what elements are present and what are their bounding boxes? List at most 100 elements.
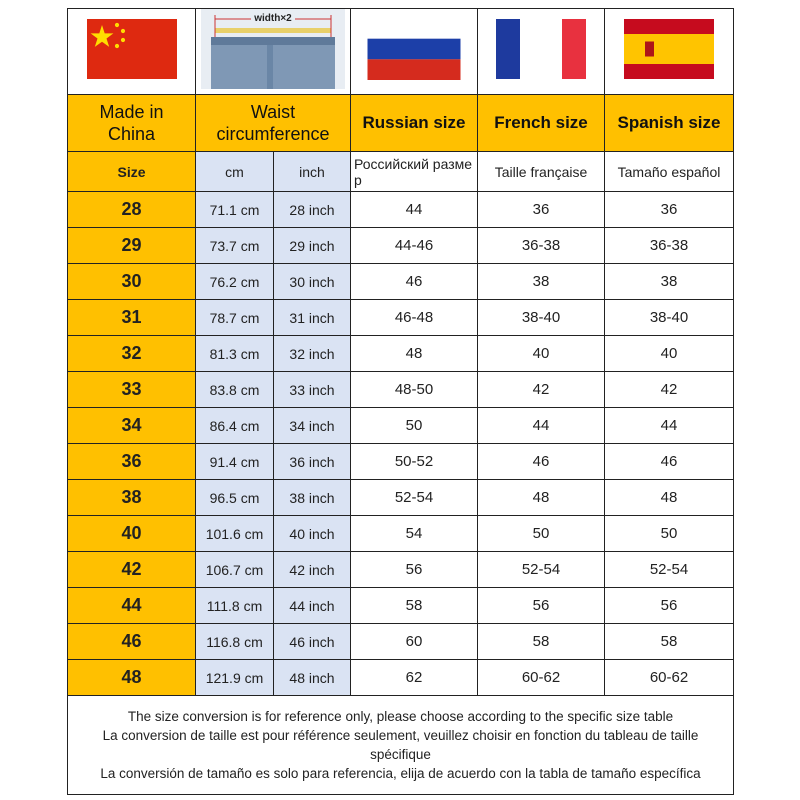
inch-cell: 42 inch [273, 551, 351, 588]
size-cell: 32 [67, 335, 196, 372]
russian-cell: 50-52 [350, 443, 478, 480]
cm-cell: 106.7 cm [195, 551, 274, 588]
spanish-cell: 36-38 [604, 227, 734, 264]
waist-measure-image-cell: width×2 [195, 8, 351, 95]
france-flag-icon [496, 19, 586, 79]
table-row: 33 83.8 cm 33 inch 48-50 42 42 [67, 371, 734, 408]
table-row: 28 71.1 cm 28 inch 44 36 36 [67, 191, 734, 228]
russia-flag-cell [350, 8, 478, 95]
table-row: 44 111.8 cm 44 inch 58 56 56 [67, 587, 734, 624]
cm-cell: 116.8 cm [195, 623, 274, 660]
russian-cell: 52-54 [350, 479, 478, 516]
china-flag-cell [67, 8, 196, 95]
french-cell: 46 [477, 443, 605, 480]
made-in-china-header: Made in China [67, 94, 196, 152]
spanish-cell: 58 [604, 623, 734, 660]
spain-flag-cell [604, 8, 734, 95]
table-row: 40 101.6 cm 40 inch 54 50 50 [67, 515, 734, 552]
size-cell: 46 [67, 623, 196, 660]
disclaimer: The size conversion is for reference onl… [67, 695, 734, 795]
size-cell: 38 [67, 479, 196, 516]
french-cell: 38-40 [477, 299, 605, 336]
russian-cell: 56 [350, 551, 478, 588]
inch-cell: 46 inch [273, 623, 351, 660]
french-cell: 36 [477, 191, 605, 228]
cm-cell: 91.4 cm [195, 443, 274, 480]
size-cell: 34 [67, 407, 196, 444]
russian-cell: 46 [350, 263, 478, 300]
spanish-cell: 38 [604, 263, 734, 300]
russian-cell: 44-46 [350, 227, 478, 264]
table-row: 34 86.4 cm 34 inch 50 44 44 [67, 407, 734, 444]
cm-cell: 111.8 cm [195, 587, 274, 624]
cm-cell: 81.3 cm [195, 335, 274, 372]
width-label: width×2 [253, 13, 292, 24]
russian-cell: 50 [350, 407, 478, 444]
russian-subheader: Российский размер [350, 151, 478, 192]
cm-subheader: cm [195, 151, 274, 192]
spanish-cell: 60-62 [604, 659, 734, 696]
size-cell: 33 [67, 371, 196, 408]
france-flag-cell [477, 8, 605, 95]
inch-cell: 31 inch [273, 299, 351, 336]
french-cell: 56 [477, 587, 605, 624]
cm-cell: 78.7 cm [195, 299, 274, 336]
cm-cell: 86.4 cm [195, 407, 274, 444]
size-cell: 40 [67, 515, 196, 552]
french-cell: 48 [477, 479, 605, 516]
china-flag-icon [86, 19, 177, 79]
table-row: 32 81.3 cm 32 inch 48 40 40 [67, 335, 734, 372]
russian-cell: 60 [350, 623, 478, 660]
cm-cell: 71.1 cm [195, 191, 274, 228]
spanish-cell: 48 [604, 479, 734, 516]
size-cell: 30 [67, 263, 196, 300]
inch-cell: 44 inch [273, 587, 351, 624]
french-cell: 36-38 [477, 227, 605, 264]
disclaimer-es: La conversión de tamaño es solo para ref… [100, 766, 701, 781]
inch-cell: 48 inch [273, 659, 351, 696]
table-row: 36 91.4 cm 36 inch 50-52 46 46 [67, 443, 734, 480]
size-cell: 42 [67, 551, 196, 588]
inch-subheader: inch [273, 151, 351, 192]
size-chart-table: width×2 Made in China Waist circumferenc… [67, 8, 734, 795]
spanish-cell: 50 [604, 515, 734, 552]
cm-cell: 73.7 cm [195, 227, 274, 264]
spanish-cell: 36 [604, 191, 734, 228]
inch-cell: 38 inch [273, 479, 351, 516]
spanish-cell: 42 [604, 371, 734, 408]
spanish-cell: 40 [604, 335, 734, 372]
table-row: 42 106.7 cm 42 inch 56 52-54 52-54 [67, 551, 734, 588]
spain-flag-icon [624, 19, 714, 79]
french-cell: 50 [477, 515, 605, 552]
inch-cell: 40 inch [273, 515, 351, 552]
russian-cell: 58 [350, 587, 478, 624]
size-cell: 29 [67, 227, 196, 264]
size-cell: 28 [67, 191, 196, 228]
waist-header: Waist circumference [195, 94, 351, 152]
russia-flag-icon [367, 18, 461, 80]
russian-size-header: Russian size [350, 94, 478, 152]
french-size-header: French size [477, 94, 605, 152]
russian-cell: 46-48 [350, 299, 478, 336]
cm-cell: 76.2 cm [195, 263, 274, 300]
table-row: 30 76.2 cm 30 inch 46 38 38 [67, 263, 734, 300]
cm-cell: 101.6 cm [195, 515, 274, 552]
spanish-cell: 46 [604, 443, 734, 480]
table-row: 31 78.7 cm 31 inch 46-48 38-40 38-40 [67, 299, 734, 336]
french-cell: 58 [477, 623, 605, 660]
spanish-cell: 38-40 [604, 299, 734, 336]
inch-cell: 33 inch [273, 371, 351, 408]
spanish-cell: 52-54 [604, 551, 734, 588]
french-subheader: Taille française [477, 151, 605, 192]
russian-cell: 48 [350, 335, 478, 372]
french-cell: 38 [477, 263, 605, 300]
russian-cell: 62 [350, 659, 478, 696]
russian-cell: 44 [350, 191, 478, 228]
table-row: 46 116.8 cm 46 inch 60 58 58 [67, 623, 734, 660]
inch-cell: 30 inch [273, 263, 351, 300]
spanish-size-header: Spanish size [604, 94, 734, 152]
table-row: 29 73.7 cm 29 inch 44-46 36-38 36-38 [67, 227, 734, 264]
spanish-cell: 56 [604, 587, 734, 624]
french-cell: 40 [477, 335, 605, 372]
french-cell: 52-54 [477, 551, 605, 588]
